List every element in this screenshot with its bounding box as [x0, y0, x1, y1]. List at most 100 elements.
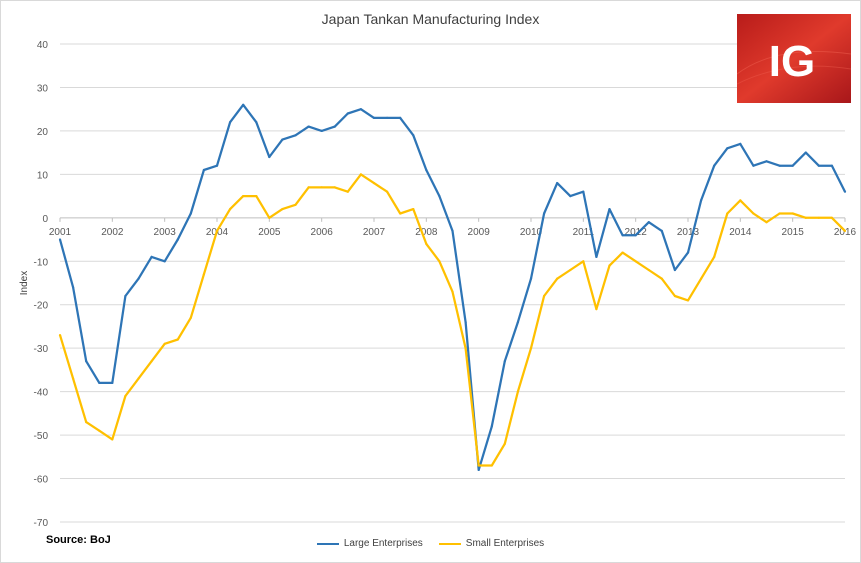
- data-point-large: [843, 190, 847, 193]
- data-point-large: [346, 112, 349, 115]
- data-point-small: [268, 216, 271, 219]
- data-point-large: [595, 255, 598, 258]
- data-point-small: [490, 464, 493, 467]
- data-point-large: [215, 164, 219, 167]
- data-point-small: [464, 347, 467, 350]
- data-point-small: [660, 277, 663, 280]
- data-point-large: [516, 321, 520, 324]
- data-point-small: [451, 290, 454, 293]
- data-point-small: [791, 212, 794, 215]
- data-point-small: [516, 390, 520, 393]
- y-tick-label: -50: [34, 431, 49, 442]
- data-point-large: [739, 142, 742, 145]
- data-point-small: [281, 208, 284, 211]
- data-point-large: [98, 381, 101, 384]
- data-point-large: [294, 134, 297, 137]
- legend-swatch-small: [438, 542, 461, 545]
- data-point-small: [765, 221, 768, 224]
- data-point-large: [673, 268, 677, 272]
- data-point-small: [137, 377, 140, 380]
- y-axis-label: Index: [19, 271, 30, 295]
- data-point-small: [686, 299, 690, 302]
- y-tick-label: -20: [34, 301, 49, 312]
- y-tick-label: 30: [37, 83, 49, 94]
- x-tick-label: 2012: [625, 227, 648, 238]
- data-point-small: [72, 377, 75, 380]
- data-point-small: [215, 229, 219, 232]
- x-tick-label: 2005: [258, 227, 281, 238]
- x-tick-label: 2010: [520, 227, 543, 238]
- data-point-large: [765, 160, 768, 163]
- data-point-small: [569, 268, 572, 272]
- data-point-large: [320, 129, 323, 132]
- data-point-small: [242, 195, 245, 198]
- x-tick-label: 2001: [49, 227, 72, 238]
- data-point-small: [621, 251, 624, 254]
- data-point-small: [425, 242, 428, 245]
- data-point-small: [634, 260, 637, 263]
- data-point-small: [386, 190, 389, 193]
- y-tick-label: 10: [37, 170, 49, 181]
- data-point-large: [255, 121, 258, 124]
- data-point-large: [58, 238, 62, 241]
- data-point-large: [686, 251, 690, 254]
- data-point-small: [255, 195, 258, 198]
- data-point-large: [333, 125, 336, 128]
- data-point-large: [202, 168, 205, 172]
- data-point-large: [778, 164, 781, 167]
- data-point-large: [621, 234, 624, 237]
- legend-label-small: Small Enterprises: [465, 538, 545, 549]
- legend-item-large: Large Enterprises: [316, 538, 423, 549]
- legend-item-small: Small Enterprises: [438, 538, 545, 549]
- data-point-large: [569, 195, 572, 198]
- data-point-large: [438, 195, 441, 198]
- data-point-large: [464, 321, 467, 324]
- data-point-large: [176, 238, 179, 241]
- data-point-large: [137, 277, 140, 280]
- data-point-small: [608, 264, 611, 267]
- y-tick-label: -60: [34, 475, 49, 486]
- y-tick-label: -40: [34, 388, 49, 399]
- data-point-large: [281, 138, 284, 141]
- y-tick-label: -10: [34, 257, 49, 268]
- data-point-small: [739, 199, 742, 202]
- data-point-small: [372, 182, 376, 185]
- data-point-small: [543, 294, 546, 298]
- data-point-large: [543, 212, 546, 215]
- data-point-large: [425, 168, 428, 172]
- data-point-small: [778, 212, 781, 215]
- data-point-small: [399, 212, 402, 215]
- x-tick-label: 2007: [363, 227, 386, 238]
- data-point-small: [647, 268, 650, 272]
- data-point-small: [85, 421, 88, 424]
- data-point-small: [163, 342, 166, 345]
- chart-title: Japan Tankan Manufacturing Index: [321, 11, 540, 27]
- data-point-large: [150, 255, 153, 258]
- data-point-small: [176, 338, 179, 341]
- data-point-large: [700, 199, 703, 202]
- data-point-small: [229, 208, 232, 211]
- data-point-small: [438, 260, 441, 263]
- data-point-large: [451, 229, 454, 232]
- ig-logo: IG: [737, 14, 851, 103]
- data-point-small: [503, 442, 506, 445]
- data-point-small: [477, 464, 480, 467]
- data-point-small: [556, 277, 559, 280]
- data-point-large: [647, 221, 650, 224]
- data-point-large: [372, 116, 376, 119]
- data-point-small: [700, 277, 703, 280]
- data-point-small: [529, 347, 533, 350]
- data-point-large: [412, 134, 415, 137]
- data-point-large: [111, 381, 114, 384]
- data-point-small: [713, 255, 716, 258]
- data-point-small: [98, 429, 101, 432]
- x-tick-label: 2013: [677, 227, 700, 238]
- data-point-small: [582, 260, 585, 263]
- data-point-large: [529, 277, 533, 280]
- logo-text: IG: [769, 37, 815, 86]
- data-point-small: [346, 190, 349, 193]
- data-point-large: [713, 164, 716, 167]
- data-point-small: [294, 203, 297, 206]
- data-point-large: [124, 294, 127, 298]
- data-point-large: [307, 125, 310, 128]
